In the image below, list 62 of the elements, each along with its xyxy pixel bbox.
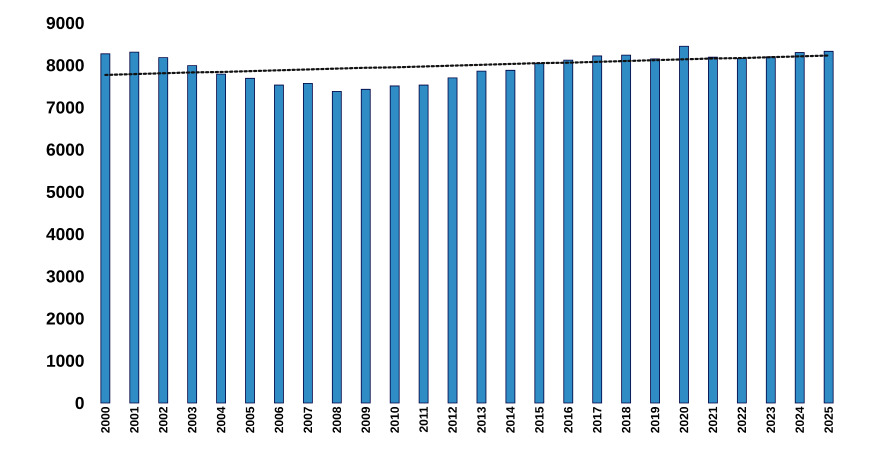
x-tick-label: 2000 xyxy=(101,407,110,433)
x-tick-label: 2007 xyxy=(304,407,312,433)
bar xyxy=(824,50,834,404)
x-tick-label: 2006 xyxy=(274,406,284,433)
y-tick-label: 4000 xyxy=(46,228,84,240)
bar xyxy=(534,63,544,404)
x-tick-label: 2014 xyxy=(506,406,515,433)
bar xyxy=(100,53,110,404)
x-tick-label: 2008 xyxy=(332,406,342,433)
bar xyxy=(360,88,371,404)
y-tick-label: 9000 xyxy=(46,16,84,30)
x-tick-label: 2025 xyxy=(824,406,833,433)
x-tick-label: 2005 xyxy=(246,406,254,433)
bar xyxy=(592,56,602,404)
x-tick-label: 2021 xyxy=(708,406,718,433)
bar xyxy=(621,54,632,404)
x-tick-label: 2020 xyxy=(680,407,688,433)
x-tick-label: 2013 xyxy=(477,406,486,433)
x-tick-label: 2009 xyxy=(362,406,370,433)
x-tick-label: 2016 xyxy=(564,406,573,433)
bar xyxy=(302,82,313,404)
bar xyxy=(187,65,198,404)
y-tick-label: 6000 xyxy=(46,144,84,156)
y-tick-label: 0 xyxy=(76,396,84,410)
x-tick-label: 2012 xyxy=(448,407,457,433)
x-tick-label: 2022 xyxy=(738,407,746,433)
bar xyxy=(245,78,255,404)
bar xyxy=(679,46,689,404)
bar xyxy=(274,84,284,404)
bar xyxy=(506,70,516,404)
x-tick-label: 2002 xyxy=(158,407,168,433)
x-tick-label: 2001 xyxy=(130,406,139,433)
y-tick-label: 2000 xyxy=(46,312,84,325)
x-tick-label: 2024 xyxy=(795,406,804,433)
bar xyxy=(390,86,400,404)
bar xyxy=(736,58,747,404)
x-tick-label: 2010 xyxy=(390,407,399,433)
x-tick-label: 2015 xyxy=(535,406,544,433)
x-tick-label: 2004 xyxy=(216,406,226,433)
y-tick-label: 1000 xyxy=(47,354,84,367)
bar xyxy=(708,56,718,404)
bar xyxy=(794,52,805,404)
y-tick-label: 8000 xyxy=(46,59,84,72)
y-tick-label: 7000 xyxy=(46,101,84,114)
bar xyxy=(216,74,226,404)
y-tick-label: 5000 xyxy=(46,186,84,198)
x-tick-label: 2019 xyxy=(650,406,660,433)
x-tick-label: 2003 xyxy=(188,406,196,433)
y-tick-label: 3000 xyxy=(46,270,84,282)
x-tick-label: 2017 xyxy=(592,407,602,433)
bar xyxy=(332,91,342,404)
bar xyxy=(418,84,429,404)
bar xyxy=(158,57,168,404)
bar xyxy=(563,60,574,404)
bar xyxy=(448,77,458,404)
bar xyxy=(766,56,776,404)
bar xyxy=(650,58,660,404)
bar xyxy=(129,52,140,404)
x-tick-label: 2011 xyxy=(419,406,428,432)
bar xyxy=(476,70,486,404)
x-tick-label: 2023 xyxy=(766,406,776,433)
x-tick-label: 2018 xyxy=(622,406,630,433)
